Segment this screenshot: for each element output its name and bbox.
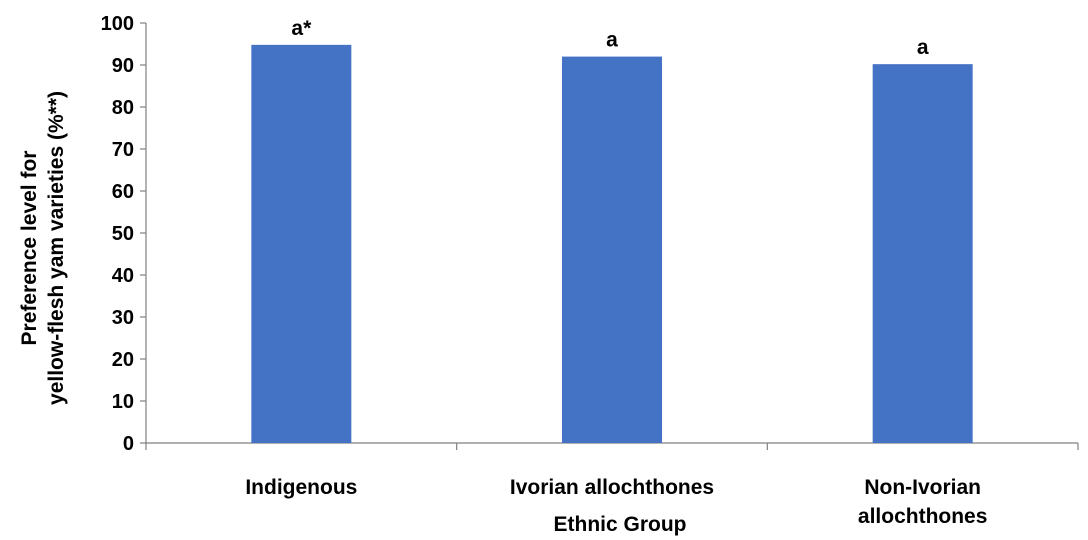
y-tick-label: 100: [101, 13, 134, 35]
y-tick-label: 10: [112, 391, 134, 413]
y-tick-label: 0: [123, 433, 134, 455]
data-label: a: [917, 36, 929, 59]
bars: [251, 44, 973, 444]
data-labels: a* a a: [291, 17, 928, 59]
category-label: Ivorian allochthones: [510, 476, 714, 499]
y-tick-label: 30: [112, 307, 134, 329]
data-label: a*: [291, 17, 312, 40]
y-tick-label: 40: [112, 265, 134, 287]
category-label: Indigenous: [245, 476, 357, 499]
y-tick-label: 60: [112, 181, 134, 203]
category-label: Non-Ivorian: [864, 476, 981, 499]
x-axis: [145, 442, 1079, 450]
category-label: allochthones: [858, 505, 988, 528]
y-tick-label: 50: [112, 223, 134, 245]
y-tick-label: 80: [112, 97, 134, 119]
x-axis-title: Ethnic Group: [554, 513, 687, 536]
y-axis-title-line: yellow-flesh yam varieties (%**): [45, 91, 68, 405]
y-tick-label: 90: [112, 55, 134, 77]
y-tick-label: 20: [112, 349, 134, 371]
data-label: a: [606, 29, 618, 52]
y-tick-label: 70: [112, 139, 134, 161]
bar: [251, 44, 352, 444]
y-axis-title: Preference level for yellow-flesh yam var…: [18, 91, 68, 405]
bar: [872, 64, 973, 443]
bar: [562, 56, 662, 443]
y-axis: 0 10 20 30 40 50 60 70 80 90 100: [101, 13, 147, 455]
y-axis-title-line: Preference level for: [18, 151, 41, 346]
category-labels: Indigenous Ivorian allochthones Non-Ivoria…: [245, 476, 987, 528]
